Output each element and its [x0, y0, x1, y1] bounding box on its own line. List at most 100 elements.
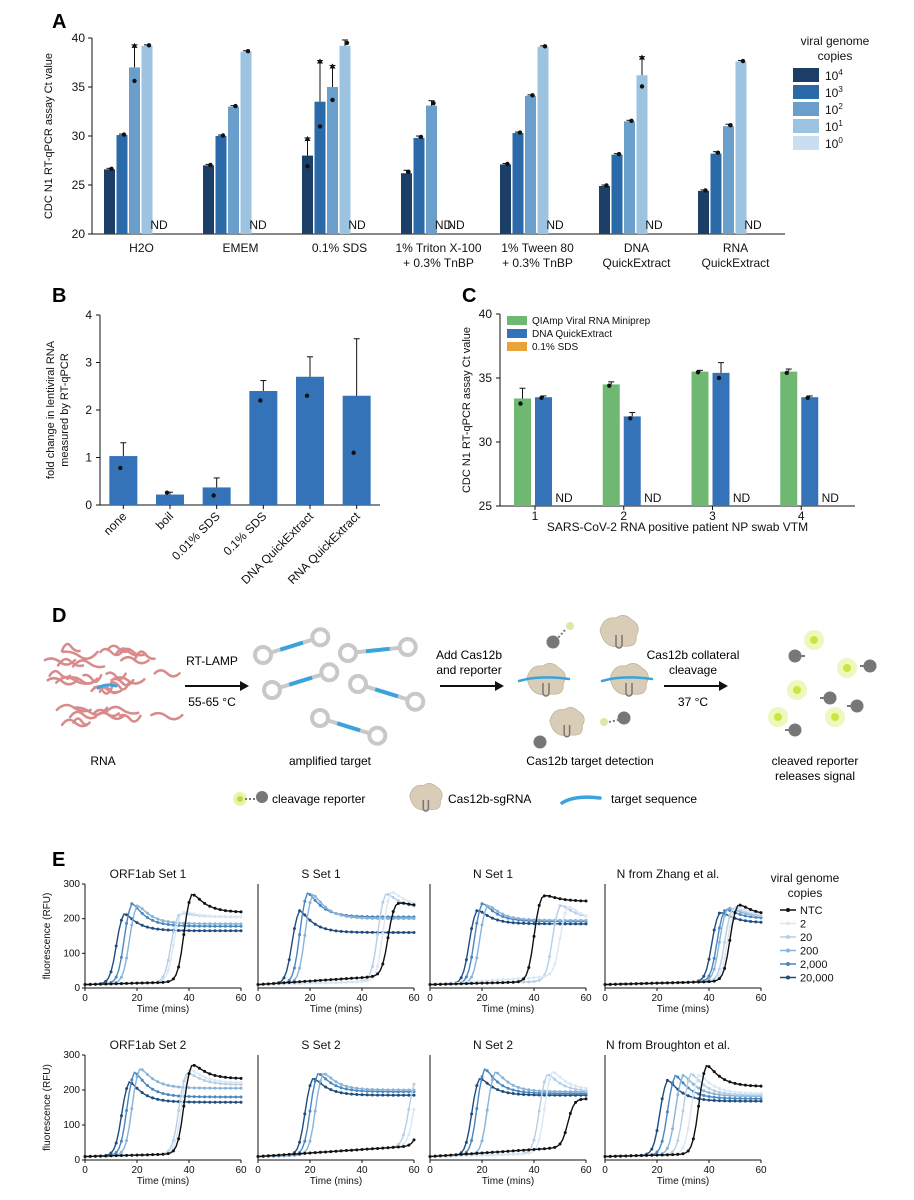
series-point [234, 1076, 238, 1080]
series-point [114, 944, 118, 948]
series-point [480, 923, 484, 927]
series-point [318, 1150, 322, 1154]
series-point [197, 913, 201, 917]
series-point [218, 1079, 222, 1083]
series-point [579, 1088, 583, 1092]
series-point [381, 1093, 385, 1097]
x-tick-label: 60 [408, 993, 420, 1004]
panel-title: N Set 2 [473, 1038, 513, 1052]
series-point [208, 1080, 212, 1084]
series-point [712, 1098, 716, 1102]
nd-label: ND [822, 491, 840, 505]
legend-marker [786, 948, 790, 953]
series-point [717, 1096, 721, 1100]
series-point [568, 1082, 572, 1086]
series-point [527, 1151, 531, 1155]
series-point [208, 922, 212, 926]
series-point [370, 974, 374, 978]
series-point [464, 1152, 468, 1156]
bar [203, 165, 214, 234]
series-point [702, 980, 706, 984]
series-point [402, 1142, 406, 1146]
series-point [229, 929, 233, 933]
series-point [313, 922, 317, 926]
bar [599, 185, 610, 234]
series-point [114, 1151, 118, 1155]
x-axis-title: Time (mins) [310, 1004, 362, 1015]
series-point [329, 909, 333, 913]
bar [302, 155, 313, 234]
series-point [584, 1086, 588, 1090]
series-point [308, 981, 312, 985]
series-point [470, 1139, 474, 1143]
series-point [324, 927, 328, 931]
series-point [119, 918, 123, 922]
series-point [444, 982, 448, 986]
bar [327, 87, 338, 234]
series-point [444, 1153, 448, 1157]
series-point [428, 1155, 432, 1158]
bar [156, 494, 184, 505]
series-point [156, 1080, 160, 1084]
series-point [402, 917, 406, 921]
series-point [728, 913, 732, 917]
series-point [218, 929, 222, 933]
bar [339, 45, 351, 235]
series-point [151, 1077, 155, 1081]
series-point [743, 1099, 747, 1103]
x-tick-label: 60 [580, 993, 592, 1004]
series-point [355, 1086, 359, 1090]
series-point [480, 1153, 484, 1157]
series-point [313, 1109, 317, 1113]
series-point [396, 899, 400, 903]
series-point [665, 981, 669, 985]
series-point [208, 924, 212, 928]
series-line [430, 894, 587, 986]
series-line [257, 1139, 415, 1158]
series-point [759, 1084, 763, 1088]
series-point [470, 1152, 474, 1156]
series-point [171, 943, 175, 947]
series-point [676, 1152, 680, 1156]
series-point [239, 922, 243, 926]
series-point [223, 1082, 227, 1086]
series-point [645, 1153, 649, 1157]
series-point [563, 1131, 567, 1135]
series-point [558, 1081, 562, 1085]
x-tick-label: 0 [602, 1165, 608, 1176]
rna-strand [111, 676, 146, 685]
series-point [511, 1149, 515, 1153]
panel-c-chart: 25 30 35 40 CDC N1 RT-qPCR assay Ct value SAR… [461, 307, 855, 534]
series-point [743, 1097, 747, 1101]
series-point [459, 982, 463, 986]
series-point [99, 982, 103, 986]
panel-title: N from Broughton et al. [606, 1038, 730, 1052]
series-point [584, 1089, 588, 1093]
series-point [365, 979, 369, 983]
panel-title: S Set 1 [301, 867, 341, 881]
series-point [490, 1078, 494, 1082]
series-point [449, 982, 453, 986]
series-point [702, 974, 706, 978]
series-point [584, 899, 588, 903]
x-tick-label: 60 [235, 993, 247, 1004]
series-point [140, 923, 144, 927]
series-point [203, 1100, 207, 1104]
series-point [130, 1153, 134, 1157]
series-point [681, 1152, 685, 1156]
series-point [537, 922, 541, 926]
series-point [140, 907, 144, 911]
series-point [553, 922, 557, 926]
series-point [511, 921, 515, 925]
bar [141, 45, 153, 235]
series-point [151, 1096, 155, 1100]
legend-marker [786, 908, 790, 912]
series-line [85, 893, 242, 986]
data-point [109, 166, 114, 172]
series-point [261, 1154, 265, 1158]
add-cas12b-label-line2: and reporter [436, 663, 501, 677]
series-point [125, 913, 129, 917]
series-point [542, 918, 546, 922]
series-point [506, 1091, 510, 1095]
series-point [459, 976, 463, 980]
